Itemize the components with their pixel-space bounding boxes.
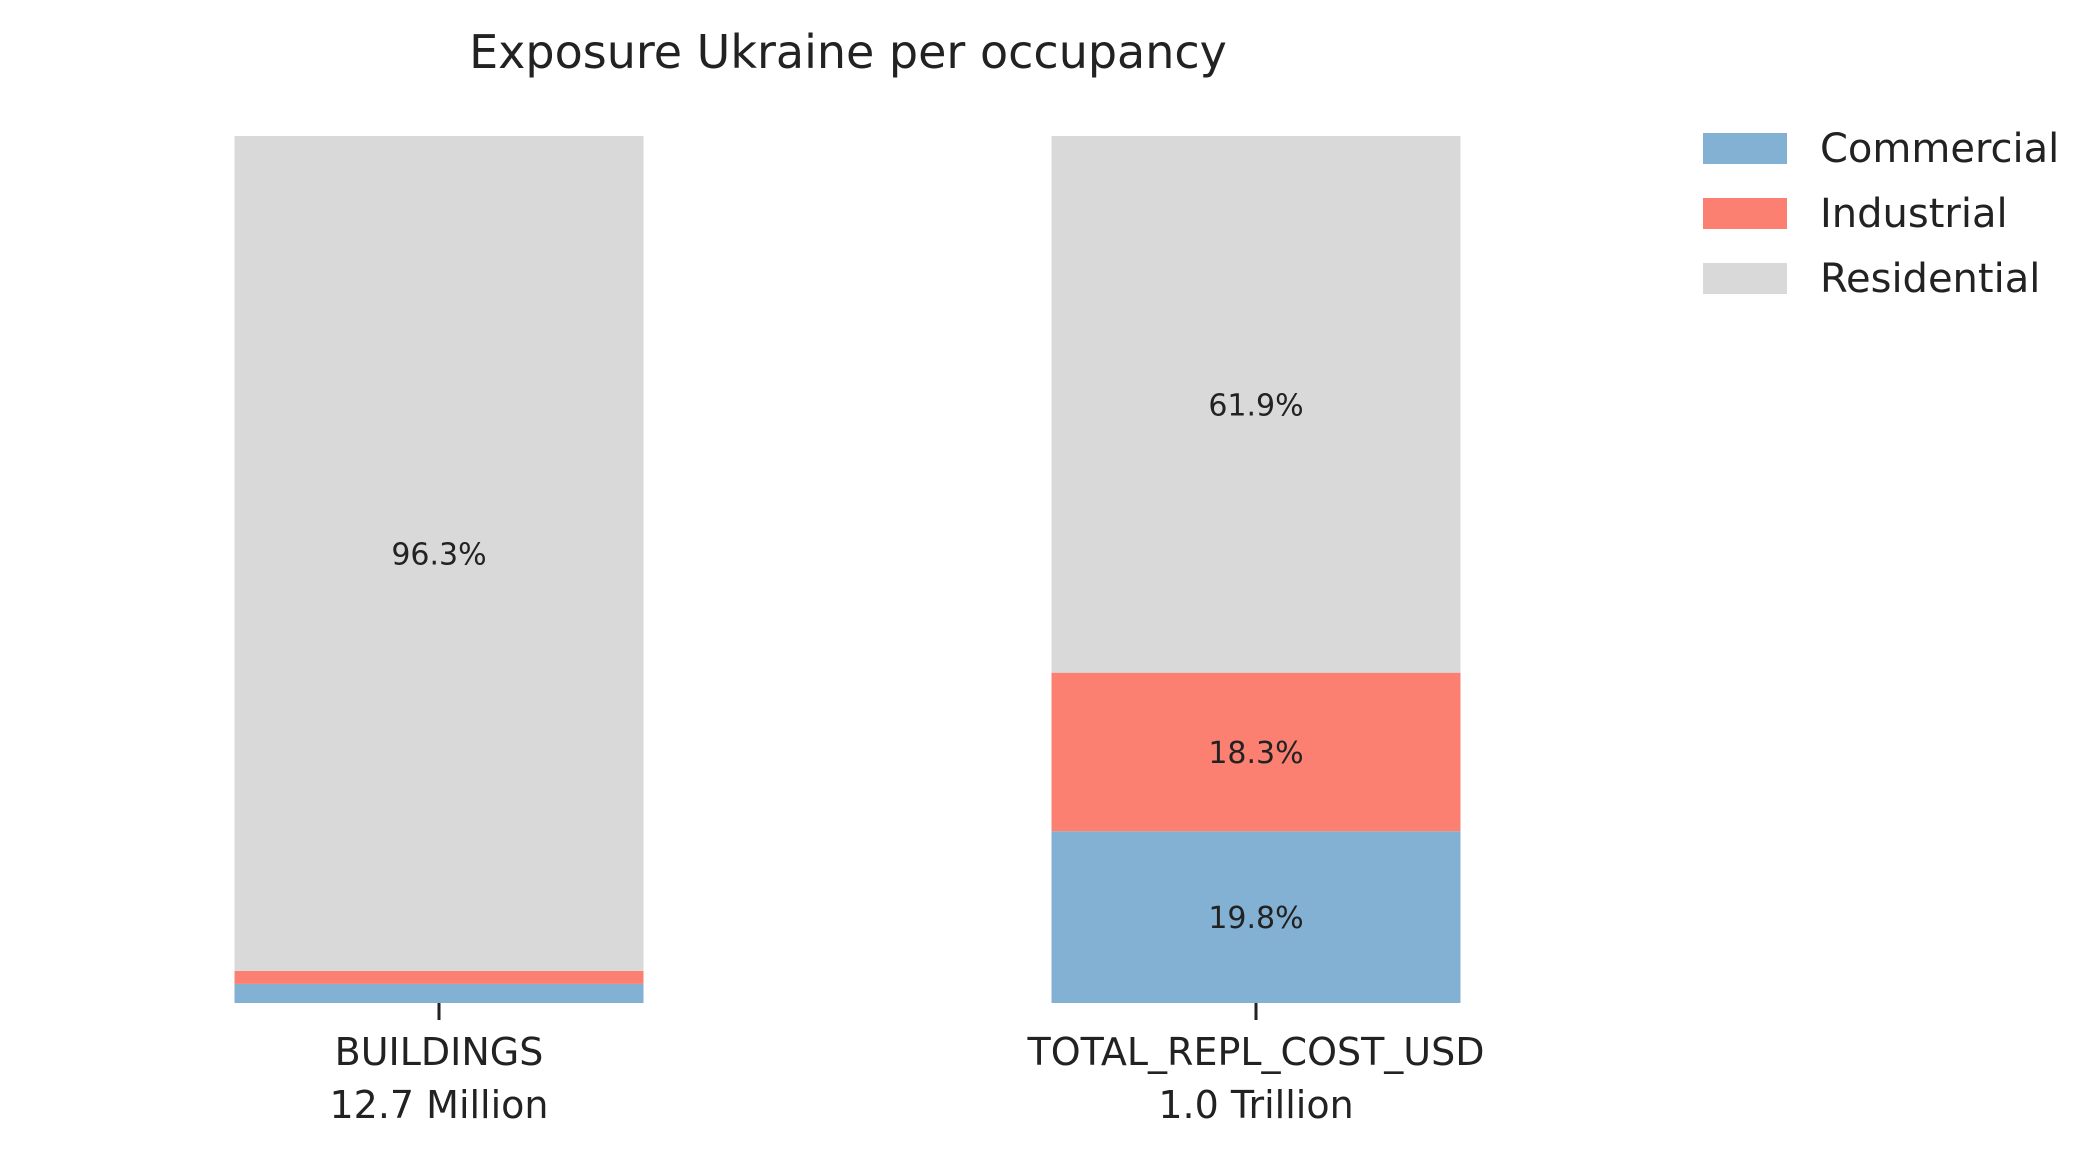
bar-industrial-1: [1051, 672, 1461, 832]
x-tick-label-1: TOTAL_REPL_COST_USD: [1026, 1030, 1484, 1074]
bar-commercial-1: [1051, 831, 1461, 1003]
data-label-industrial-1: 18.3%: [1208, 736, 1303, 771]
legend: Commercial Industrial Residential: [1703, 126, 2059, 302]
x-tick-total-1: 1.0 Trillion: [1158, 1083, 1353, 1127]
data-label-residential-0: 96.3%: [391, 537, 486, 572]
bar-commercial-0: [234, 983, 644, 1003]
data-label-commercial-1: 19.8%: [1208, 901, 1303, 936]
data-labels-layer: 96.3% 19.8% 18.3% 61.9%: [391, 388, 1303, 936]
bar-residential-1: [1051, 136, 1461, 673]
chart-title: Exposure Ukraine per occupancy: [469, 25, 1227, 79]
legend-label-commercial: Commercial: [1820, 126, 2059, 172]
legend-label-residential: Residential: [1820, 256, 2040, 302]
bar-industrial-0: [234, 970, 644, 984]
x-tick-label-0: BUILDINGS: [335, 1030, 544, 1074]
legend-swatch-residential: [1703, 263, 1787, 294]
x-axis: BUILDINGS 12.7 Million TOTAL_REPL_COST_USD…: [329, 1003, 1485, 1127]
legend-swatch-commercial: [1703, 133, 1787, 164]
bars-layer: [234, 136, 1461, 1003]
data-label-residential-1: 61.9%: [1208, 388, 1303, 423]
legend-swatch-industrial: [1703, 198, 1787, 229]
x-tick-total-0: 12.7 Million: [329, 1083, 548, 1127]
bar-residential-0: [234, 136, 644, 971]
legend-label-industrial: Industrial: [1820, 191, 2008, 237]
